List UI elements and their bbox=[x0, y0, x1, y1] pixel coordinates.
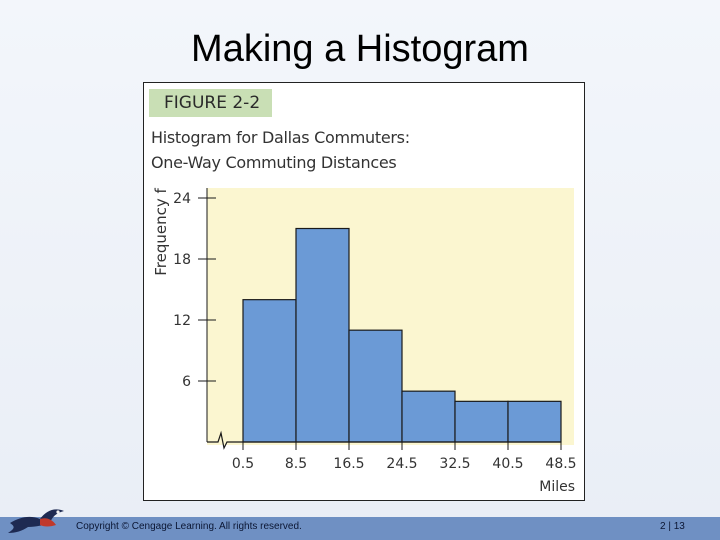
footer-page-number: 2 | 13 bbox=[660, 521, 685, 532]
histogram-bar bbox=[295, 227, 350, 443]
y-tick-label: 12 bbox=[173, 313, 191, 329]
y-axis-label: Frequency f bbox=[152, 188, 170, 276]
x-tick-label: 32.5 bbox=[439, 456, 470, 472]
x-tick-label: 40.5 bbox=[492, 456, 523, 472]
axis-break-mark bbox=[207, 430, 243, 450]
x-tick-label: 16.5 bbox=[333, 456, 364, 472]
figure-title-line-1: Histogram for Dallas Commuters: bbox=[151, 128, 410, 147]
x-tick-label: 0.5 bbox=[232, 456, 254, 472]
footer-bar bbox=[0, 517, 720, 540]
histogram-bar bbox=[348, 329, 403, 443]
y-tick-layer: 6 12 18 24 bbox=[173, 191, 216, 390]
histogram-bar bbox=[507, 400, 562, 443]
histogram-bar bbox=[401, 390, 456, 443]
histogram-bar bbox=[242, 299, 297, 443]
x-tick-label: 8.5 bbox=[285, 456, 307, 472]
x-axis-label: Miles bbox=[539, 479, 575, 495]
figure-title-line-2: One-Way Commuting Distances bbox=[151, 153, 397, 172]
x-tick-label: 48.5 bbox=[545, 456, 576, 472]
y-tick-label: 24 bbox=[173, 191, 191, 207]
x-tick-layer: 0.5 8.5 16.5 24.5 32.5 40.5 48.5 bbox=[232, 442, 577, 472]
bars-layer bbox=[242, 227, 562, 443]
figure-label-badge: FIGURE 2-2 bbox=[149, 89, 272, 117]
footer-copyright: Copyright © Cengage Learning. All rights… bbox=[76, 521, 302, 532]
histogram-bar bbox=[454, 400, 509, 443]
bird-logo-icon bbox=[8, 509, 64, 533]
y-tick-label: 18 bbox=[173, 252, 191, 268]
x-tick-label: 24.5 bbox=[386, 456, 417, 472]
y-tick-label: 6 bbox=[182, 374, 191, 390]
slide-title: Making a Histogram bbox=[191, 28, 529, 70]
